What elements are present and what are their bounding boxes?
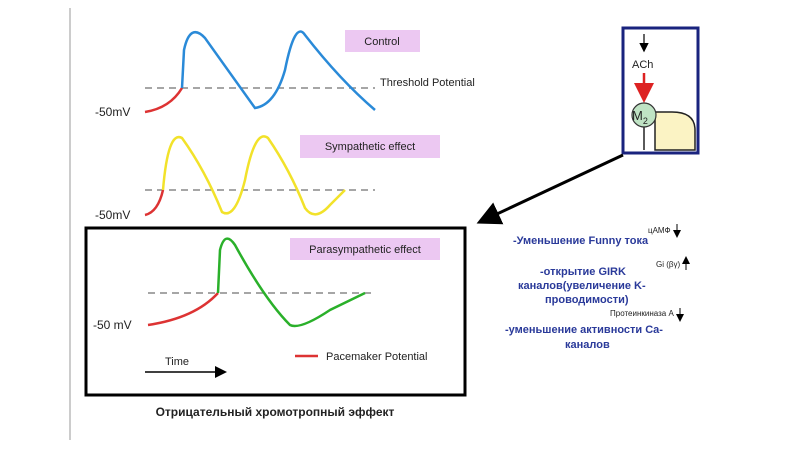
legend-label: Pacemaker Potential [326, 351, 428, 363]
threshold-label: Threshold Potential [380, 77, 475, 89]
label-box [345, 30, 420, 52]
control-curve [180, 30, 376, 111]
effect-marker: Gi (βγ) [656, 260, 680, 269]
effect-text: -открытие GIRK [540, 266, 626, 278]
panel-label: Parasympathetic effect [309, 244, 421, 256]
label-box [300, 135, 440, 158]
effect-text: -Уменьшение Funny тока [513, 235, 649, 247]
baseline-label: -50mV [95, 105, 130, 119]
pacemaker-curve [144, 189, 165, 217]
effect-text: -уменьшение активности Ca- [505, 324, 663, 336]
effect-text: каналов(увеличение K- [518, 280, 646, 292]
time-label: Time [165, 356, 189, 368]
big-arrow [476, 153, 624, 225]
effect-text: каналов [565, 339, 610, 351]
receptor-name: M2 [632, 108, 648, 126]
parasympathetic-curve [216, 237, 366, 328]
effect-marker: цАМФ [648, 226, 671, 235]
highlight-box [84, 226, 467, 397]
pacemaker-curve [147, 292, 219, 327]
baseline-label: -50mV [95, 208, 130, 222]
sympathetic-curve [161, 135, 346, 216]
label-box [290, 238, 440, 260]
receptor-name-main: M [632, 108, 643, 123]
cell [654, 111, 696, 151]
panel-label: Control [364, 36, 399, 48]
receptor [631, 102, 657, 128]
baseline-label: -50 mV [93, 318, 132, 332]
caption: Отрицательный хромотропный эффект [156, 405, 395, 419]
panel-label: Sympathetic effect [325, 141, 415, 153]
receptor-subscript: 2 [643, 116, 648, 126]
effect-text: проводимости) [545, 294, 629, 306]
pacemaker-curve [144, 87, 184, 114]
ligand: ACh [632, 59, 653, 71]
effect-marker: Протеинкиназа А [610, 309, 674, 318]
